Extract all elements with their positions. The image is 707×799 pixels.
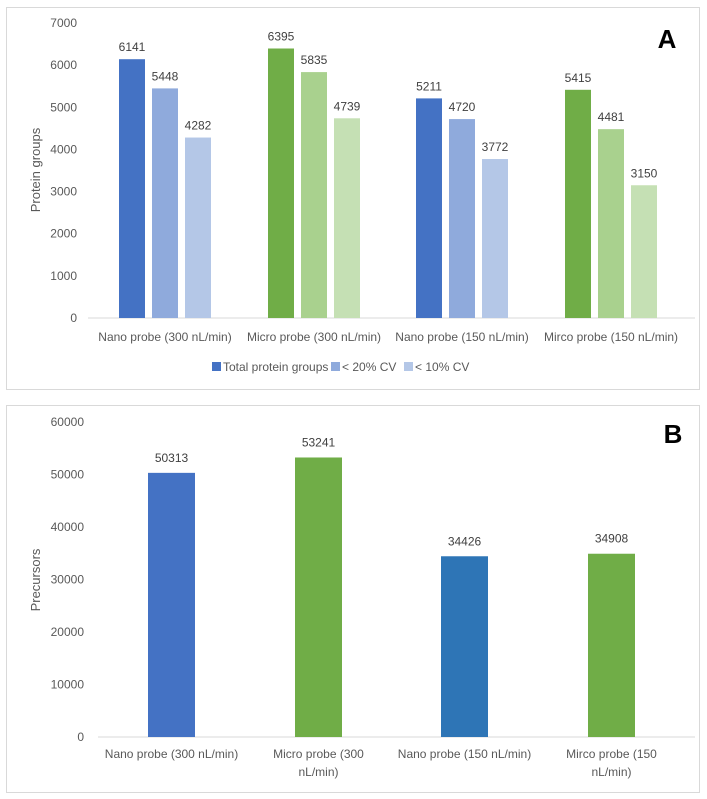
- bar: [416, 98, 442, 318]
- y-tick-label: 20000: [51, 625, 85, 639]
- bar: [119, 59, 145, 318]
- y-tick-label: 10000: [51, 678, 85, 692]
- y-tick-label: 5000: [50, 100, 77, 114]
- legend-swatch: [212, 362, 221, 371]
- y-tick-label: 7000: [50, 16, 77, 30]
- y-tick-label: 50000: [51, 468, 85, 482]
- bar: [588, 553, 635, 737]
- bar: [152, 88, 178, 318]
- category-label: Mirco probe (150: [566, 747, 657, 761]
- legend-label: Total protein groups: [223, 360, 328, 374]
- bar: [334, 118, 360, 318]
- chart-panel-b: [6, 405, 700, 793]
- y-tick-label: 60000: [51, 415, 85, 429]
- category-label: Nano probe (300 nL/min): [105, 747, 238, 761]
- data-label: 5835: [301, 53, 328, 67]
- y-tick-label: 40000: [51, 520, 85, 534]
- panel-letter-b: B: [664, 419, 683, 449]
- chart-a: 0 1000 2000 3000 4000 5000 6000 7000 Protein gro…: [28, 16, 695, 374]
- data-label: 3150: [631, 166, 658, 180]
- category-label: Micro probe (300 nL/min): [247, 330, 381, 344]
- legend-swatch: [404, 362, 413, 371]
- y-tick-label: 6000: [50, 58, 77, 72]
- bar: [449, 119, 475, 318]
- y-tick-label: 0: [70, 311, 77, 325]
- y-tick-label: 3000: [50, 185, 77, 199]
- category-label: Nano probe (150 nL/min): [395, 330, 528, 344]
- y-tick-label: 0: [77, 730, 84, 744]
- category-label: nL/min): [298, 765, 338, 779]
- y-axis-title: Precursors: [28, 548, 43, 611]
- data-label: 6141: [119, 40, 146, 54]
- data-label: 5415: [565, 71, 592, 85]
- data-label: 4720: [449, 100, 476, 114]
- chart-b: 0 10000 20000 30000 40000 50000 60000 Precursor…: [28, 415, 695, 779]
- data-label: 53241: [302, 435, 336, 449]
- category-label: Micro probe (300: [273, 747, 364, 761]
- y-tick-label: 2000: [50, 227, 77, 241]
- bar: [268, 48, 294, 318]
- data-label: 5211: [416, 79, 442, 93]
- y-tick-label: 30000: [51, 573, 85, 587]
- bar: [565, 89, 591, 319]
- legend-label: < 10% CV: [415, 360, 469, 374]
- bar: [598, 129, 624, 318]
- category-label: Mirco probe (150 nL/min): [544, 330, 678, 344]
- data-label: 4481: [598, 110, 625, 124]
- data-label: 6395: [268, 29, 295, 43]
- data-label: 50313: [155, 451, 189, 465]
- legend-label: < 20% CV: [342, 360, 396, 374]
- bar: [148, 472, 195, 737]
- legend-swatch: [331, 362, 340, 371]
- y-tick-label: 1000: [50, 269, 77, 283]
- data-label: 4282: [185, 119, 212, 133]
- panel-letter-a: A: [658, 24, 677, 54]
- data-label: 34908: [595, 532, 629, 546]
- bar: [441, 556, 488, 737]
- bar: [295, 457, 342, 737]
- bar: [185, 137, 211, 318]
- bar: [631, 185, 657, 318]
- category-label: nL/min): [591, 765, 631, 779]
- data-label: 5448: [152, 69, 179, 83]
- y-axis-title: Protein groups: [28, 127, 43, 212]
- bar: [482, 159, 508, 318]
- data-label: 4739: [334, 99, 361, 113]
- category-label: Nano probe (300 nL/min): [98, 330, 231, 344]
- data-label: 3772: [482, 140, 509, 154]
- data-label: 34426: [448, 534, 482, 548]
- y-tick-label: 4000: [50, 142, 77, 156]
- category-label: Nano probe (150 nL/min): [398, 747, 531, 761]
- bar: [301, 72, 327, 318]
